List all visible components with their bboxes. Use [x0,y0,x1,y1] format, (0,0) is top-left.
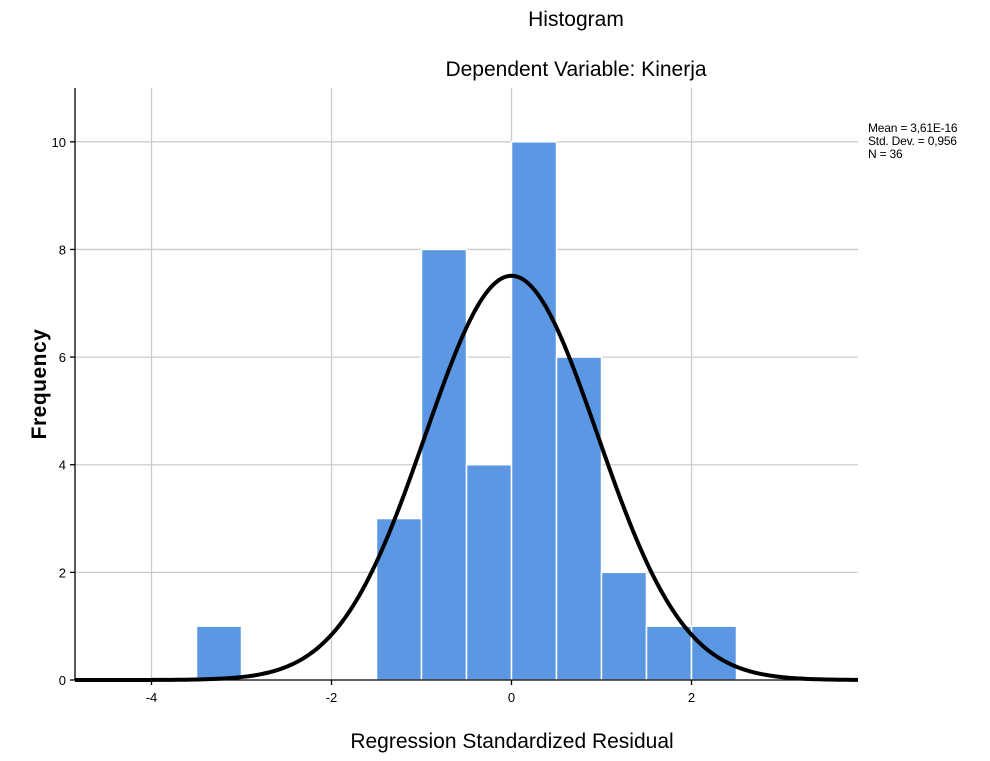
axes [70,88,858,685]
y-tick-label: 4 [59,458,66,473]
x-axis-label: Regression Standardized Residual [350,730,674,753]
histogram-bar [420,248,468,681]
tick-labels: 0 2 4 6 8 10 -4 -2 0 2 [52,135,696,705]
y-tick-label: 0 [59,673,66,688]
normal-curve [75,273,859,682]
y-tick-label: 10 [52,135,66,150]
histogram-bar [510,141,558,681]
histogram-bar [645,625,693,681]
histogram-bar [375,517,423,681]
y-tick-label: 2 [59,565,66,580]
histogram-bar [600,571,648,681]
histogram-bars [195,141,738,681]
y-tick-label: 6 [59,350,66,365]
chart-title: Histogram [528,8,624,31]
stats-n: N = 36 [868,147,903,161]
x-tick-label: -4 [146,690,158,705]
normal-curve-layer [75,273,859,682]
x-tick-label: -2 [326,690,338,705]
stats-std-dev: Std. Dev. = 0,956 [868,134,957,148]
stats-box: Mean = 3,61E-16 Std. Dev. = 0,956 N = 36 [868,121,958,161]
histogram-bar [195,625,243,681]
y-tick-label: 8 [59,242,66,257]
x-tick-label: 2 [688,690,695,705]
stats-mean: Mean = 3,61E-16 [868,121,958,135]
chart-subtitle: Dependent Variable: Kinerja [445,58,707,81]
histogram-bar [465,463,513,681]
x-tick-label: 0 [508,690,515,705]
histogram-bar [555,356,603,681]
